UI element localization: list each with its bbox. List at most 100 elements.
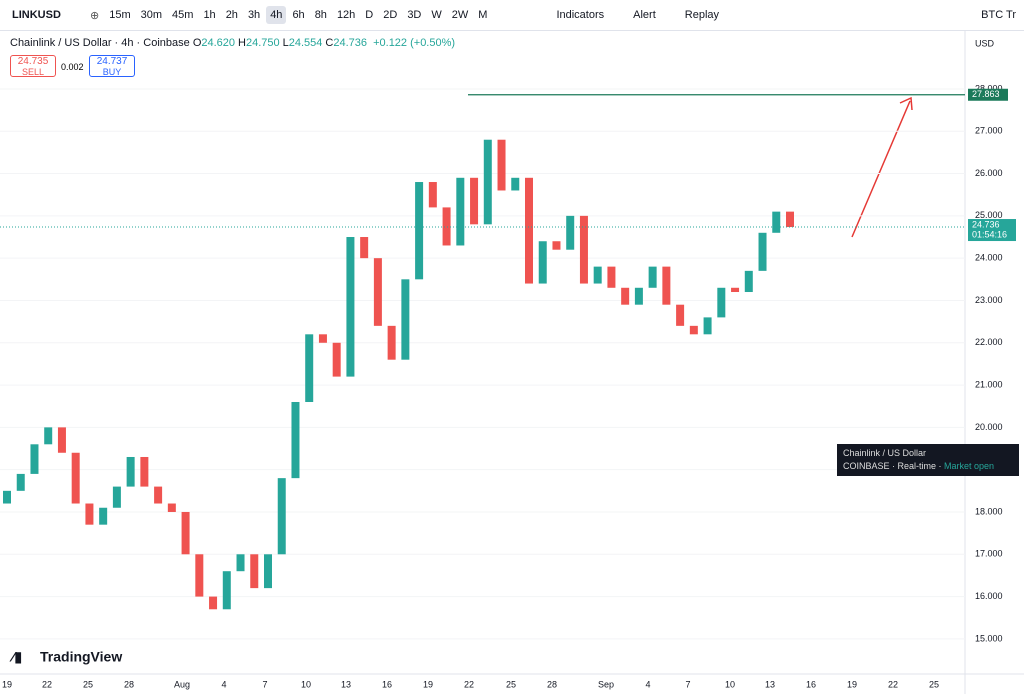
- y-tick-label: 25.000: [975, 210, 1003, 220]
- candle: [264, 554, 272, 589]
- x-tick-label: 16: [806, 679, 816, 689]
- interval[interactable]: 3D: [407, 9, 422, 21]
- x-tick-label: 19: [2, 679, 12, 689]
- candle: [731, 287, 740, 293]
- interval[interactable]: 15m: [109, 9, 131, 21]
- candle: [717, 287, 726, 318]
- brand: TradingView: [40, 649, 122, 665]
- candle: [167, 503, 176, 512]
- candle: [44, 427, 53, 445]
- x-tick-label: Sep: [598, 679, 614, 689]
- x-tick-label: 28: [124, 679, 134, 689]
- tooltip: Chainlink / US Dollar COINBASE · Real-ti…: [837, 444, 1019, 476]
- ohlc-value: 24.554: [288, 37, 323, 49]
- interval[interactable]: D: [365, 9, 374, 21]
- interval[interactable]: 3h: [247, 9, 261, 21]
- candle: [222, 571, 231, 610]
- x-tick-label: 22: [42, 679, 52, 689]
- x-tick-label: 19: [847, 679, 857, 689]
- candle: [209, 596, 218, 610]
- interval[interactable]: M: [478, 9, 488, 21]
- candle: [99, 507, 108, 525]
- candle: [552, 241, 561, 250]
- interval[interactable]: 30m: [140, 9, 163, 21]
- ohlc-value: 24.750: [245, 37, 280, 49]
- x-tick-label: 13: [765, 679, 775, 689]
- toolbar-button[interactable]: Indicators: [556, 9, 605, 21]
- candle: [181, 511, 190, 555]
- candle: [126, 456, 135, 487]
- candle: [621, 287, 630, 305]
- sell-button[interactable]: 24.735 SELL: [10, 55, 56, 77]
- buy-button[interactable]: 24.737 BUY: [89, 55, 135, 77]
- tooltip-status: Market open: [944, 461, 995, 471]
- x-tick-label: 7: [685, 679, 690, 689]
- candle: [332, 342, 341, 377]
- candle: [57, 427, 66, 453]
- arrow: [851, 100, 911, 238]
- candle: [250, 554, 259, 589]
- toolbar-right: BTC Tr: [981, 9, 1016, 21]
- candle: [346, 237, 355, 377]
- candle: [525, 177, 533, 284]
- x-tick-label: 4: [221, 679, 226, 689]
- y-tick-label: 18.000: [975, 506, 1003, 516]
- level-tag: [968, 88, 1008, 101]
- last-price: 24.736: [972, 219, 1000, 229]
- y-tick-label: 16.000: [975, 591, 1003, 601]
- toolbar-button[interactable]: Replay: [684, 9, 720, 21]
- candle: [786, 211, 794, 228]
- candle: [30, 444, 39, 474]
- candle: [140, 456, 149, 487]
- candle: [634, 287, 643, 305]
- ohlc-key: O: [192, 37, 202, 49]
- interval[interactable]: 2W: [451, 9, 469, 21]
- countdown: 01:54:16: [972, 229, 1007, 239]
- toolbar-button[interactable]: Alert: [633, 9, 656, 21]
- x-tick-label: 4: [645, 679, 650, 689]
- add: ⊕: [90, 9, 100, 22]
- tooltip-title: Chainlink / US Dollar: [843, 448, 927, 458]
- x-tick-label: Aug: [174, 679, 190, 689]
- ohlc-value: 24.620: [201, 37, 236, 49]
- candle: [195, 554, 204, 597]
- change: +0.122 (+0.50%): [373, 37, 456, 49]
- candle: [703, 317, 712, 335]
- candle: [387, 325, 396, 360]
- x-tick-label: 10: [725, 679, 735, 689]
- candle: [511, 177, 520, 191]
- interval[interactable]: W: [431, 9, 442, 21]
- candle: [71, 452, 80, 504]
- currency: USD: [975, 38, 995, 48]
- interval[interactable]: 1h: [203, 9, 216, 21]
- ohlc-key: C: [325, 37, 334, 49]
- candle: [373, 258, 382, 326]
- y-tick-label: 21.000: [975, 379, 1003, 389]
- interval[interactable]: 2D: [383, 9, 398, 21]
- spread: 0.002: [61, 62, 84, 72]
- y-tick-label: 26.000: [975, 168, 1003, 178]
- candle: [607, 266, 616, 288]
- candle: [497, 139, 506, 191]
- x-tick-label: 13: [341, 679, 351, 689]
- candle: [318, 334, 327, 343]
- interval[interactable]: 8h: [314, 9, 327, 21]
- candle: [648, 266, 657, 288]
- interval[interactable]: 12h: [336, 9, 356, 21]
- x-tick-label: 19: [423, 679, 433, 689]
- interval[interactable]: 2h: [225, 9, 238, 21]
- x-tick-label: 28: [547, 679, 557, 689]
- interval[interactable]: 6h: [292, 9, 305, 21]
- arrow-head: [899, 96, 913, 111]
- candle: [16, 473, 25, 491]
- candle: [401, 279, 410, 360]
- tooltip-feed: Real-time: [897, 461, 937, 471]
- buy-label: BUY: [102, 67, 122, 77]
- candle: [538, 241, 547, 284]
- legend: Chainlink / US Dollar · 4h · Coinbase O2…: [10, 37, 455, 49]
- candle: [291, 401, 300, 479]
- y-tick-label: 24.000: [975, 253, 1003, 263]
- interval[interactable]: 4h: [266, 6, 287, 24]
- interval[interactable]: 45m: [172, 9, 194, 21]
